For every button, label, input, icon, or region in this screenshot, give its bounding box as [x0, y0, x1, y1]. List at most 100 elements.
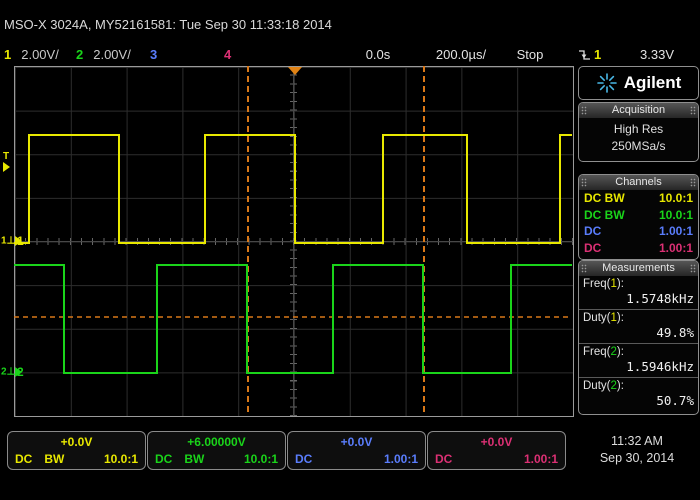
channel1-status-box[interactable]: +0.0V DC BW 10.0:1 [7, 431, 146, 470]
channel2-probe-ratio: 10.0:1 [658, 207, 693, 222]
acquisition-mode: High Res [613, 122, 664, 136]
measurements-title: Measurements [602, 262, 675, 274]
channel2-ground-marker[interactable]: 2⊥ [1, 366, 23, 378]
acquisition-panel[interactable]: Acquisition High Res 250MSa/s [578, 102, 699, 162]
measurement-channel: 2 [610, 346, 617, 358]
ch2-waveform [14, 264, 572, 374]
channel2-info-row: DC BW 10.0:1 [579, 207, 698, 224]
channel3-status-box[interactable]: +0.0V DC 1.00:1 [287, 431, 426, 470]
channels-panel[interactable]: Channels DC BW 10.0:1 DC BW 10.0:1 DC 1.… [578, 174, 699, 260]
measurement-value: 49.8% [656, 325, 694, 340]
channel1-ground-number: 1 [1, 235, 7, 247]
trigger-marker-label: T [3, 151, 10, 162]
section-grip-icon [690, 106, 696, 115]
section-grip-icon [581, 106, 587, 115]
measurement-label-suffix: ): [616, 278, 624, 290]
clock-date: Sep 30, 2014 [599, 451, 675, 465]
timebase-scale[interactable]: 200.0µs/ [435, 47, 487, 62]
ch1-waveform [14, 134, 572, 244]
channel3-scale-button[interactable]: 3 [150, 46, 167, 64]
channel1-scale-button[interactable]: 1 2.00V/ [4, 46, 59, 64]
channel2-ground-number: 2 [1, 366, 7, 378]
section-grip-icon [581, 264, 587, 273]
channel4-offset: +0.0V [480, 435, 513, 449]
measurement-label-suffix: ): [616, 380, 624, 392]
bottom-channel-bar: +0.0V DC BW 10.0:1 +6.00000V DC BW 10.0:1 … [7, 431, 567, 470]
channel1-bw-label: BW [44, 452, 65, 466]
measurement-channel: 1 [610, 312, 617, 324]
channel2-coupling-label: DC [155, 452, 173, 466]
channel1-ground-marker[interactable]: 1⊥ [1, 235, 23, 247]
settings-row: 1 2.00V/ 2 2.00V/ 3 4 0.0s 200.0µs/ Stop 1… [0, 46, 700, 64]
waveform-layer [14, 66, 572, 415]
channels-header: Channels [579, 175, 698, 190]
section-grip-icon [581, 178, 587, 187]
channel3-probe-label: 1.00:1 [383, 452, 418, 466]
measurement-duty2[interactable]: Duty(2): 50.7% [579, 378, 698, 411]
section-grip-icon [690, 264, 696, 273]
channel2-status-box[interactable]: +6.00000V DC BW 10.0:1 [147, 431, 286, 470]
channel4-scale-button[interactable]: 4 [224, 46, 241, 64]
clock: 11:32 AM Sep 30, 2014 [577, 433, 697, 467]
channel2-scale-value: 2.00V/ [93, 47, 131, 62]
brand-name: Agilent [623, 73, 682, 92]
channel2-probe-label: 10.0:1 [243, 452, 278, 466]
trigger-level-marker[interactable]: T [3, 152, 10, 173]
measurement-label: Freq( [583, 278, 611, 290]
channel2-ground-arrow-icon [15, 367, 23, 377]
channel4-status-box[interactable]: +0.0V DC 1.00:1 [427, 431, 566, 470]
measurement-value: 1.5748kHz [626, 291, 694, 306]
measurement-label: Duty( [583, 312, 611, 324]
channel2-scale-button[interactable]: 2 2.00V/ [76, 46, 131, 64]
channel4-number: 4 [224, 47, 232, 62]
channel3-info-row: DC 1.00:1 [579, 223, 698, 240]
acquisition-sample-rate: 250MSa/s [611, 139, 666, 153]
channel1-coupling-label: DC [15, 452, 33, 466]
brand-logo: Agilent [578, 66, 699, 100]
acquisition-header: Acquisition [579, 103, 698, 118]
channel1-probe-label: 10.0:1 [103, 452, 138, 466]
trigger-source: 1 [594, 47, 602, 62]
measurement-value: 50.7% [656, 393, 694, 408]
channel3-coupling-label: DC [295, 452, 313, 466]
channel3-offset: +0.0V [340, 435, 373, 449]
channel4-probe-label: 1.00:1 [523, 452, 558, 466]
channel1-probe-ratio: 10.0:1 [658, 191, 693, 205]
channel1-offset: +0.0V [60, 435, 93, 449]
channel2-trace-label: 2 [17, 365, 24, 379]
measurements-panel[interactable]: Measurements Freq(1): 1.5748kHz Duty(1):… [578, 260, 699, 415]
channel4-info-row: DC 1.00:1 [579, 240, 698, 257]
time-reference-marker[interactable] [288, 67, 302, 75]
timebase-delay[interactable]: 0.0s [365, 47, 391, 62]
measurement-freq2[interactable]: Freq(2): 1.5946kHz [579, 344, 698, 378]
channel1-number: 1 [4, 47, 12, 62]
measurement-value: 1.5946kHz [626, 359, 694, 374]
channel2-number: 2 [76, 47, 84, 62]
channel4-coupling: DC [584, 240, 602, 255]
channel1-scale-value: 2.00V/ [21, 47, 59, 62]
channel1-coupling: DC BW [584, 191, 625, 205]
channel2-coupling: DC BW [584, 207, 625, 222]
channel3-coupling: DC [584, 224, 602, 238]
measurement-label-suffix: ): [616, 346, 624, 358]
channel4-probe-ratio: 1.00:1 [658, 240, 693, 255]
channels-title: Channels [615, 176, 662, 188]
model-info: MSO-X 3024A, MY52161581: Tue Sep 30 11:3… [4, 17, 332, 32]
trigger-level[interactable]: 3.33V [640, 47, 674, 62]
measurement-duty1[interactable]: Duty(1): 49.8% [579, 310, 698, 344]
channel3-probe-ratio: 1.00:1 [658, 224, 693, 238]
measurement-channel: 1 [610, 278, 617, 290]
channel4-coupling-label: DC [435, 452, 453, 466]
channel2-bw-label: BW [184, 452, 205, 466]
measurements-header: Measurements [579, 261, 698, 276]
measurement-channel: 2 [610, 380, 617, 392]
trigger-falling-edge-icon [578, 48, 591, 65]
measurement-freq1[interactable]: Freq(1): 1.5748kHz [579, 276, 698, 310]
run-state: Stop [516, 47, 544, 62]
measurement-label: Duty( [583, 380, 611, 392]
section-grip-icon [690, 178, 696, 187]
channel1-trace-label: 1 [17, 234, 24, 248]
clock-time: 11:32 AM [611, 434, 663, 448]
agilent-starburst-icon [596, 73, 617, 93]
channel3-number: 3 [150, 47, 158, 62]
